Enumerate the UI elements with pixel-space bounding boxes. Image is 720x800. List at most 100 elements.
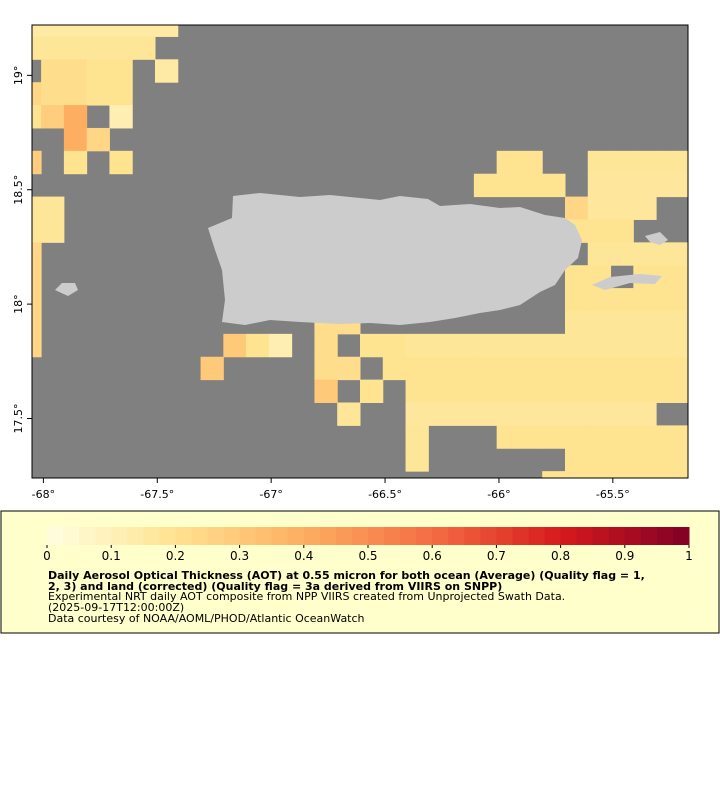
aot-cell: [519, 356, 543, 381]
aot-cell: [587, 310, 612, 335]
legend-note: (2025-09-17T12:00:00Z): [48, 601, 184, 614]
colorbar-segment: [239, 527, 257, 545]
aot-grid: [32, 25, 688, 478]
aot-cell: [405, 448, 429, 472]
aot-cell: [41, 219, 65, 243]
colorbar-segment: [63, 527, 80, 545]
aot-cell: [496, 379, 520, 403]
colorbar-segment: [400, 527, 417, 545]
x-tick-label: -65.5°: [596, 488, 630, 501]
aot-cell: [633, 310, 657, 335]
colorbar-tick-label: 0: [43, 549, 51, 563]
aot-cell: [428, 333, 452, 358]
culebra: [645, 232, 668, 245]
aot-cell: [32, 82, 42, 106]
aot-cell: [633, 379, 657, 403]
aot-cell: [382, 333, 407, 358]
aot-cell: [587, 242, 612, 266]
aot-cell: [63, 82, 88, 106]
colorbar-segment: [335, 527, 353, 545]
colorbar-tick-label: 0.6: [423, 549, 442, 563]
aot-cell: [678, 242, 688, 266]
aot-cell: [656, 310, 680, 335]
aot-cell: [610, 379, 634, 403]
aot-cell: [109, 82, 133, 106]
aot-cell: [633, 196, 657, 220]
aot-cell: [542, 356, 566, 381]
colorbar-segment: [432, 527, 449, 545]
aot-cell: [63, 25, 88, 37]
aot-cell: [587, 333, 612, 358]
aot-cell: [565, 471, 589, 478]
aot-cell: [610, 196, 634, 220]
y-tick-label: 18.5°: [12, 175, 25, 205]
aot-cell: [542, 425, 566, 449]
aot-cell: [633, 288, 657, 312]
aot-cell: [109, 36, 133, 60]
aot-cell: [678, 425, 688, 449]
aot-cell: [496, 425, 520, 449]
aot-cell: [86, 25, 110, 37]
aot-cell: [32, 333, 42, 358]
aot-cell: [32, 25, 42, 37]
aot-cell: [610, 242, 634, 266]
aot-cell: [86, 127, 110, 152]
aot-cell: [678, 379, 688, 403]
aot-cell: [32, 310, 42, 335]
aot-cell: [565, 379, 589, 403]
colorbar-tick-label: 0.9: [615, 549, 634, 563]
aot-cell: [542, 173, 566, 198]
colorbar-tick-label: 0.7: [487, 549, 506, 563]
aot-cell: [587, 425, 612, 449]
aot-cell: [565, 265, 589, 289]
aot-cell: [155, 59, 179, 83]
aot-cell: [633, 448, 657, 472]
y-tick-label: 19°: [12, 66, 25, 86]
aot-cell: [565, 333, 589, 358]
aot-cell: [473, 379, 498, 403]
aot-cell: [519, 150, 543, 175]
x-tick-label: -66°: [487, 488, 510, 501]
aot-cell: [473, 402, 498, 426]
aot-cell: [519, 333, 543, 358]
aot-cell: [678, 173, 688, 198]
aot-cell: [473, 173, 498, 198]
aot-cell: [32, 219, 42, 243]
y-tick-label: 17.5°: [12, 404, 25, 434]
aot-cell: [633, 173, 657, 198]
aot-cell: [519, 173, 543, 198]
colorbar-segment: [384, 527, 401, 545]
aot-cell: [656, 379, 680, 403]
aot-cell: [587, 448, 612, 472]
aot-cell: [610, 425, 634, 449]
aot-cell: [633, 242, 657, 266]
vieques: [592, 274, 662, 290]
colorbar-segment: [319, 527, 337, 545]
aot-cell: [678, 288, 688, 312]
aot-cell: [41, 59, 65, 83]
aot-cell: [109, 59, 133, 83]
aot-cell: [565, 310, 589, 335]
aot-cell: [519, 379, 543, 403]
aot-cell: [565, 356, 589, 381]
aot-cell: [587, 402, 612, 426]
aot-cell: [63, 59, 88, 83]
aot-cell: [656, 150, 680, 175]
colorbar-tick-label: 1: [685, 549, 693, 563]
aot-cell: [428, 379, 452, 403]
colorbar-segment: [512, 527, 529, 545]
x-tick-label: -68°: [32, 488, 55, 501]
aot-cell: [542, 379, 566, 403]
aot-cell: [314, 333, 338, 358]
x-tick-label: -67°: [259, 488, 282, 501]
aot-cell: [451, 379, 475, 403]
aot-cell: [86, 36, 110, 60]
aot-cell: [200, 356, 224, 381]
aot-cell: [519, 425, 543, 449]
aot-cell: [633, 356, 657, 381]
colorbar-segment: [79, 527, 96, 545]
aot-cell: [268, 333, 293, 358]
aot-cell: [32, 242, 42, 266]
colorbar-tick-label: 0.5: [358, 549, 377, 563]
aot-cell: [405, 379, 429, 403]
